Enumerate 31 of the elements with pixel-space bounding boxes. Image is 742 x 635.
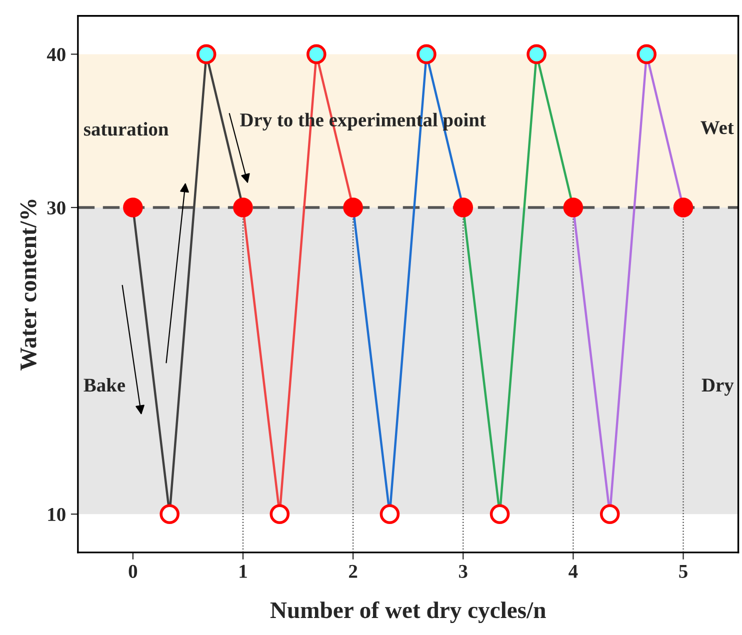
y-tick-label: 30 bbox=[47, 201, 66, 214]
point bbox=[600, 504, 620, 524]
point bbox=[233, 198, 253, 218]
y-axis-title: Water content/% bbox=[20, 200, 36, 371]
point bbox=[306, 44, 326, 64]
y-tick-label: 40 bbox=[46, 48, 66, 62]
point bbox=[196, 44, 216, 64]
x-tick-label: 3 bbox=[459, 564, 468, 578]
point bbox=[490, 504, 510, 524]
y-tick-label: 10 bbox=[48, 508, 66, 522]
annotation: saturation bbox=[84, 122, 168, 136]
x-tick-label: 4 bbox=[568, 564, 578, 578]
point bbox=[636, 44, 656, 64]
x-axis-title: Number of wet dry cycles/n bbox=[270, 601, 546, 624]
x-tick-label: 2 bbox=[349, 564, 358, 578]
annotation: Dry bbox=[702, 378, 734, 396]
annotation: Wet bbox=[700, 121, 734, 134]
x-tick-label: 0 bbox=[128, 564, 138, 578]
point bbox=[563, 198, 584, 218]
point bbox=[453, 198, 474, 218]
annotation: Bake bbox=[84, 378, 126, 392]
x-tick-label: 1 bbox=[240, 564, 247, 578]
point bbox=[380, 504, 400, 524]
point bbox=[416, 44, 436, 64]
point bbox=[526, 44, 546, 64]
point bbox=[160, 504, 180, 524]
point bbox=[343, 198, 363, 218]
x-tick-label: 5 bbox=[679, 565, 688, 578]
point bbox=[673, 198, 694, 218]
point bbox=[270, 504, 290, 524]
point bbox=[123, 198, 143, 218]
